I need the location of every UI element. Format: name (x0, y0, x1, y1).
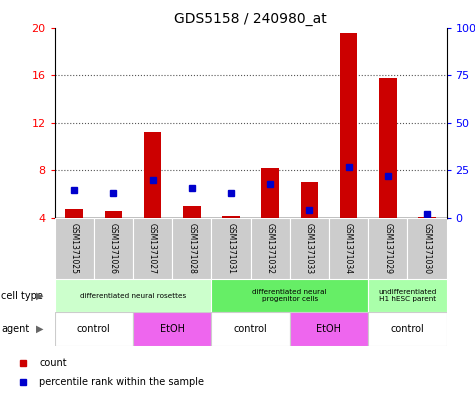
Bar (133, 218, 172, 279)
Bar (55, 279, 211, 312)
Text: percentile rank within the sample: percentile rank within the sample (39, 377, 204, 387)
Bar (368, 218, 407, 279)
Text: GSM1371026: GSM1371026 (109, 223, 118, 274)
Bar (172, 218, 211, 279)
Bar (104, 211, 122, 218)
Bar (329, 218, 368, 279)
Bar (301, 182, 318, 218)
Bar (55, 312, 133, 346)
Bar (183, 206, 200, 218)
Text: GSM1371027: GSM1371027 (148, 223, 157, 274)
Text: agent: agent (1, 324, 29, 334)
Text: undifferentiated
H1 hESC parent: undifferentiated H1 hESC parent (378, 289, 437, 302)
Title: GDS5158 / 240980_at: GDS5158 / 240980_at (174, 13, 327, 26)
Bar (211, 218, 251, 279)
Text: GSM1371029: GSM1371029 (383, 223, 392, 274)
Bar (418, 217, 436, 218)
Bar (144, 132, 162, 218)
Bar (211, 279, 368, 312)
Bar (290, 218, 329, 279)
Text: control: control (77, 324, 111, 334)
Text: GSM1371031: GSM1371031 (227, 223, 236, 274)
Text: control: control (390, 324, 424, 334)
Text: GSM1371025: GSM1371025 (70, 223, 79, 274)
Text: GSM1371033: GSM1371033 (305, 223, 314, 274)
Text: GSM1371032: GSM1371032 (266, 223, 275, 274)
Bar (66, 209, 83, 218)
Bar (211, 312, 290, 346)
Text: differentiated neural rosettes: differentiated neural rosettes (80, 293, 186, 299)
Bar (368, 279, 446, 312)
Text: count: count (39, 358, 67, 368)
Text: GSM1371028: GSM1371028 (187, 223, 196, 274)
Text: GSM1371034: GSM1371034 (344, 223, 353, 274)
Text: control: control (234, 324, 267, 334)
Bar (94, 218, 133, 279)
Bar (133, 312, 211, 346)
Bar (55, 218, 94, 279)
Bar (290, 312, 368, 346)
Text: ▶: ▶ (36, 290, 43, 301)
Text: EtOH: EtOH (160, 324, 185, 334)
Text: GSM1371030: GSM1371030 (422, 223, 431, 274)
Text: differentiated neural
progenitor cells: differentiated neural progenitor cells (253, 289, 327, 302)
Bar (407, 218, 446, 279)
Text: EtOH: EtOH (316, 324, 342, 334)
Bar (379, 77, 397, 218)
Text: ▶: ▶ (36, 324, 43, 334)
Bar (222, 216, 240, 218)
Text: cell type: cell type (1, 290, 43, 301)
Bar (251, 218, 290, 279)
Bar (261, 168, 279, 218)
Bar (340, 33, 357, 218)
Bar (368, 312, 446, 346)
